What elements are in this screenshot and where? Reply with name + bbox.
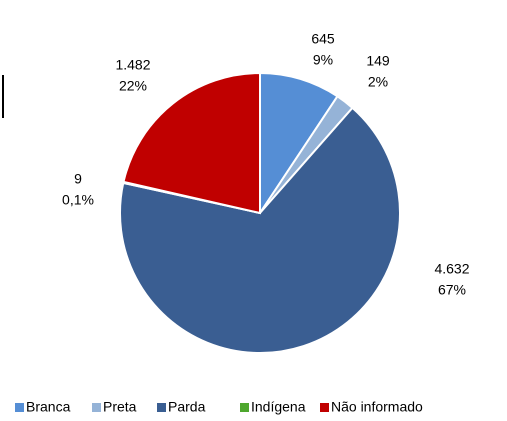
legend-label: Preta [103,399,137,415]
value-label: 4.632 [434,261,469,277]
value-label: 645 [311,31,335,47]
percent-label: 9% [313,52,333,68]
value-label: 1.482 [115,57,150,73]
legend-label: Não informado [331,399,423,415]
legend-label: Parda [168,399,206,415]
percent-label: 0,1% [62,192,94,208]
pie-slice [119,106,401,354]
value-label: 9 [74,171,82,187]
percent-label: 67% [438,282,466,298]
legend-label: Indígena [251,399,306,415]
percent-label: 22% [119,78,147,94]
pie-slice [122,71,261,215]
percent-label: 2% [368,74,388,90]
legend-swatch [15,403,24,412]
value-label: 149 [366,53,390,69]
legend-swatch [157,403,166,412]
legend-swatch [320,403,329,412]
legend-swatch [92,403,101,412]
pie-slice [259,71,339,217]
legend-swatch [240,403,249,412]
legend-label: Branca [26,399,71,415]
